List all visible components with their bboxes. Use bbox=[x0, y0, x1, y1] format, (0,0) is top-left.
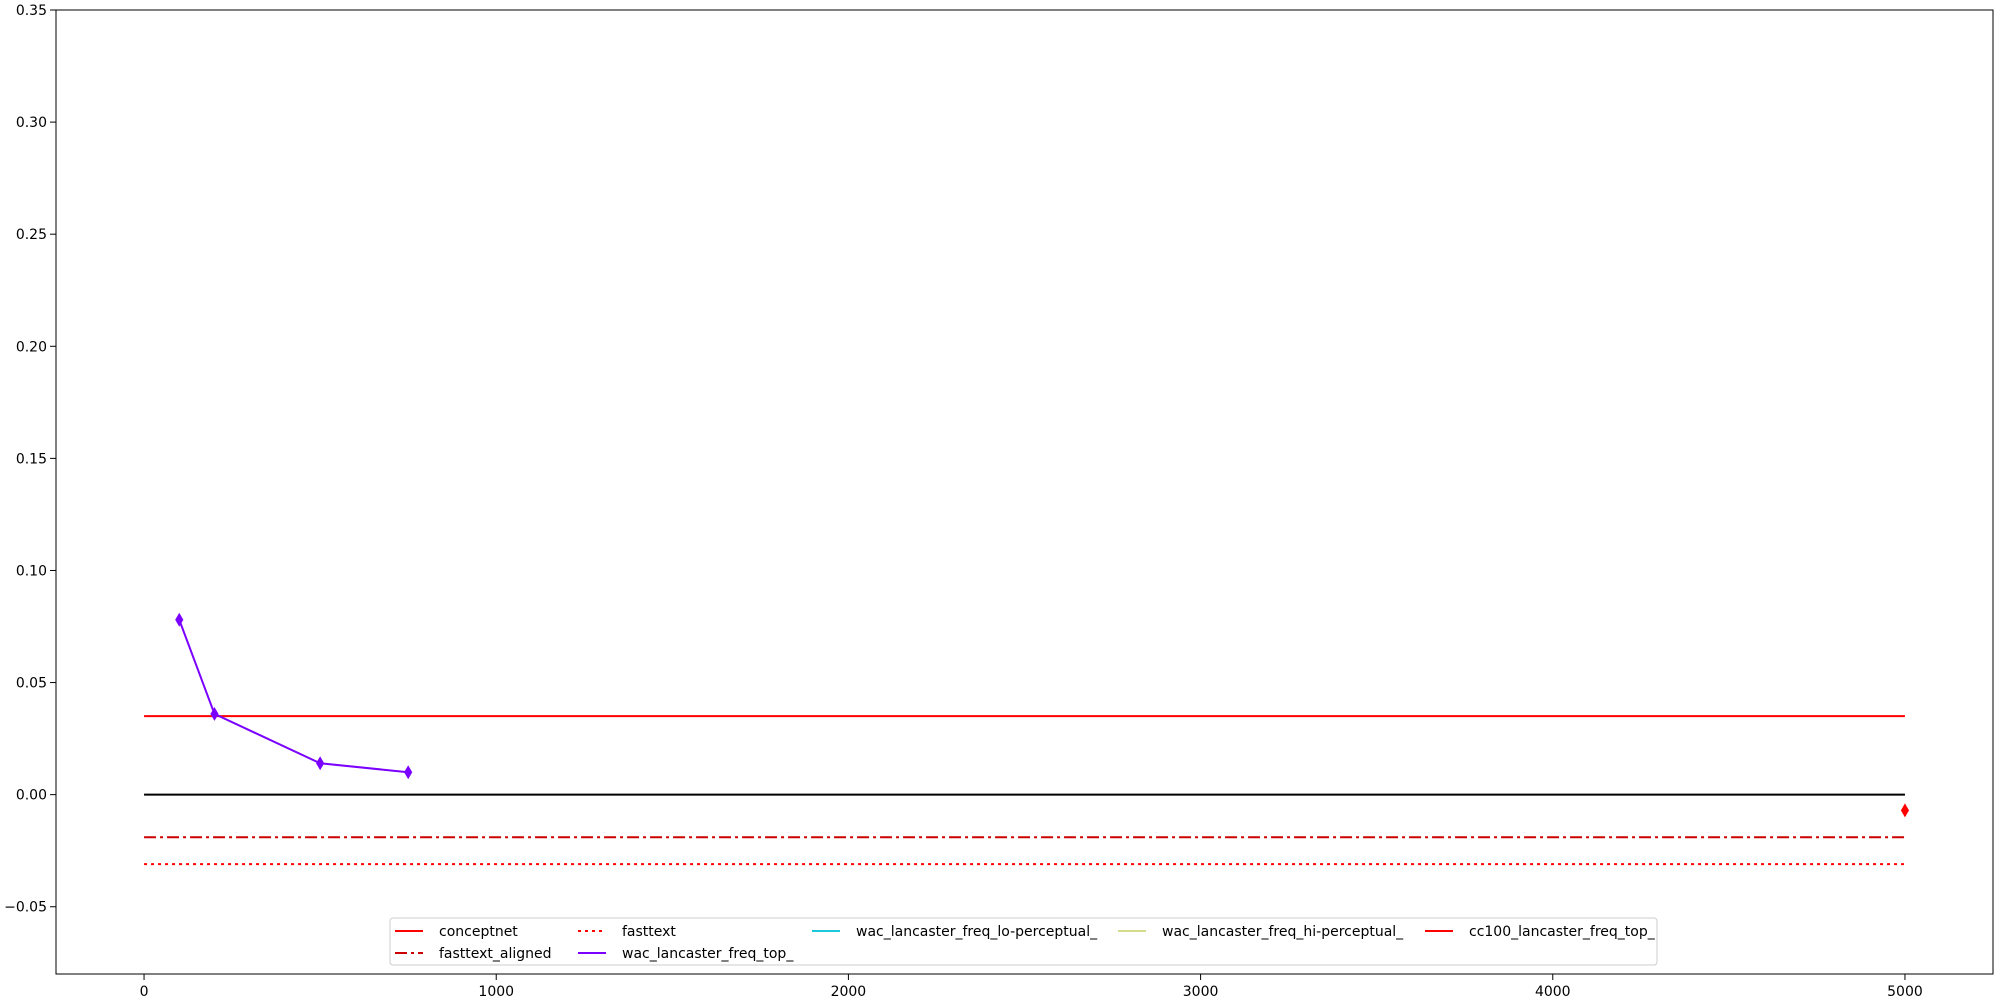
y-tick-label: 0.00 bbox=[16, 788, 47, 804]
x-tick-label: 1000 bbox=[478, 984, 514, 1000]
wac-lancaster-freq-top-line bbox=[178, 619, 409, 774]
wac-lancaster-freq-top-point bbox=[210, 706, 219, 721]
y-tick-label: −0.05 bbox=[4, 900, 47, 916]
y-tick-label: 0.10 bbox=[16, 563, 47, 579]
legend-label-cc100-lancaster-freq-top: cc100_lancaster_freq_top_ bbox=[1469, 924, 1656, 940]
legend-label-wac-lancaster-freq-top: wac_lancaster_freq_top_ bbox=[622, 946, 794, 962]
x-tick-label: 0 bbox=[140, 984, 149, 1000]
plot-marks bbox=[144, 612, 1910, 866]
legend-label-conceptnet: conceptnet bbox=[439, 924, 518, 940]
x-tick-label: 4000 bbox=[1535, 984, 1571, 1000]
wac-lancaster-freq-top-point bbox=[175, 612, 184, 627]
legend-box bbox=[389, 917, 1658, 966]
x-tick-label: 5000 bbox=[1887, 984, 1923, 1000]
plot-frame bbox=[55, 9, 1994, 975]
y-tick-label: 0.15 bbox=[16, 451, 47, 467]
x-axis: 0 1000 2000 3000 4000 5000 bbox=[140, 974, 1923, 1000]
wac-lancaster-freq-top-point bbox=[316, 756, 325, 771]
legend-label-wac-lancaster-freq-lo-perceptual: wac_lancaster_freq_lo-perceptual_ bbox=[856, 924, 1098, 940]
legend-label-fasttext-aligned: fasttext_aligned bbox=[439, 946, 552, 962]
y-tick-label: 0.35 bbox=[16, 3, 47, 19]
legend: conceptnet fasttext_aligned fasttext wac_la… bbox=[389, 917, 1658, 966]
y-axis: −0.05 0.00 0.05 0.10 0.15 0.20 0.25 0.30 0.35 bbox=[4, 3, 56, 916]
wac-lancaster-freq-top-point bbox=[404, 765, 413, 780]
y-tick-label: 0.30 bbox=[16, 115, 47, 131]
x-tick-label: 2000 bbox=[831, 984, 867, 1000]
legend-label-wac-lancaster-freq-hi-perceptual: wac_lancaster_freq_hi-perceptual_ bbox=[1162, 924, 1404, 940]
y-tick-label: 0.20 bbox=[16, 339, 47, 355]
y-tick-label: 0.05 bbox=[16, 676, 47, 692]
y-tick-label: 0.25 bbox=[16, 227, 47, 243]
cc100-lancaster-freq-top-point bbox=[1900, 803, 1910, 818]
x-tick-label: 3000 bbox=[1183, 984, 1219, 1000]
legend-label-fasttext: fasttext bbox=[622, 924, 676, 940]
